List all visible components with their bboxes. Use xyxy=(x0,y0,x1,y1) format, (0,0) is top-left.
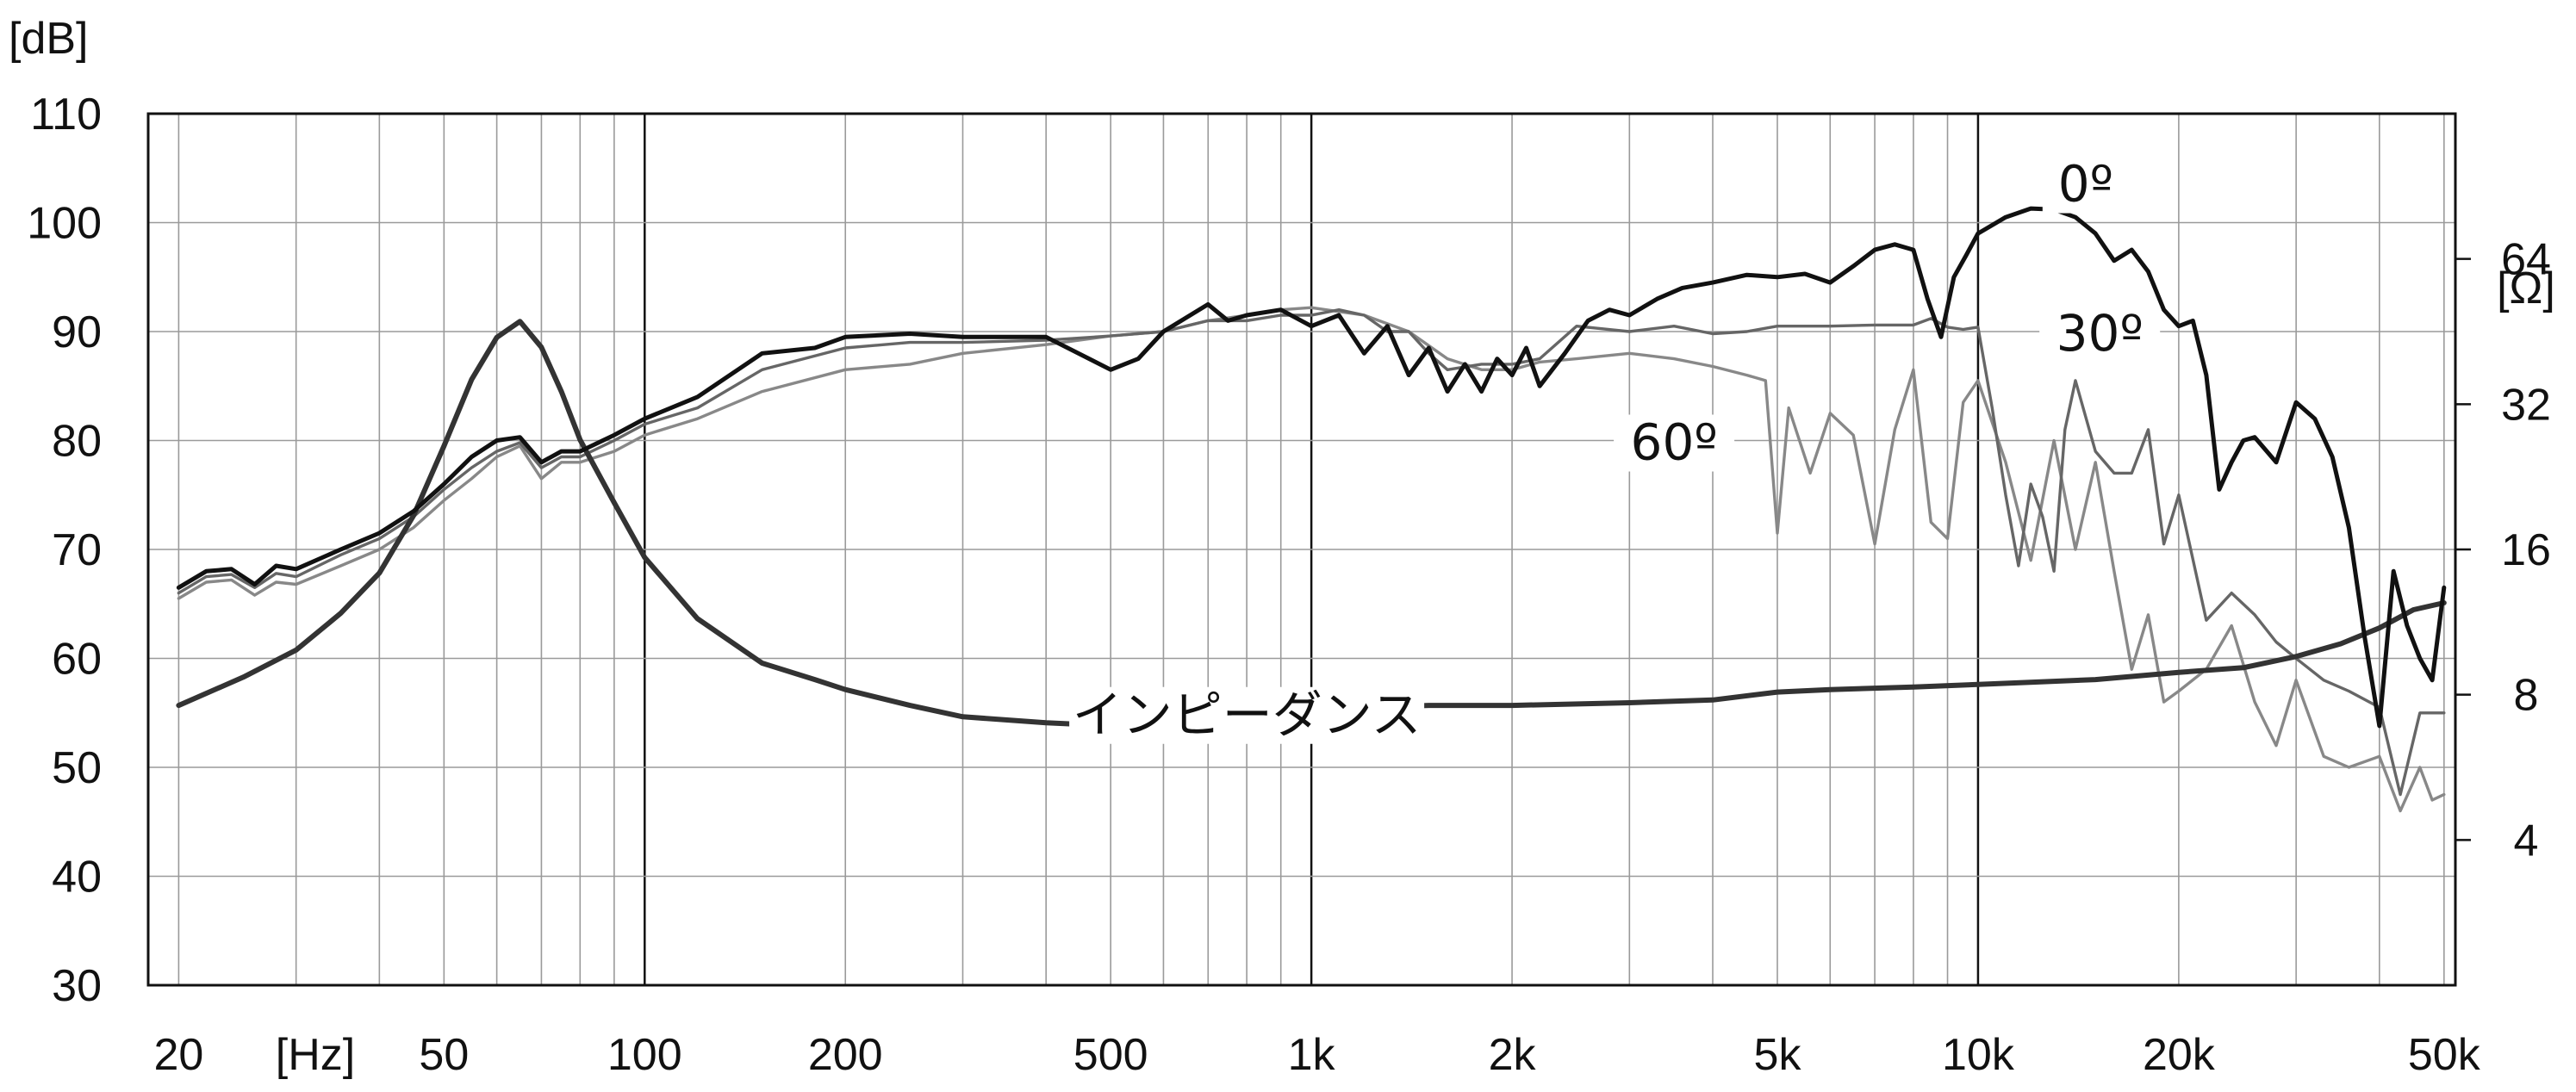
series-line xyxy=(176,206,2447,729)
x-tick-label: 100 xyxy=(607,1030,682,1080)
y-right-tick-label: 4 xyxy=(2514,816,2539,866)
x-tick-label: 2k xyxy=(1489,1030,1537,1080)
y-left-tick-label: 70 xyxy=(52,525,102,575)
x-tick-label: 20k xyxy=(2143,1030,2216,1080)
annotation-label: 0º xyxy=(2058,155,2113,214)
y-left-tick-label: 100 xyxy=(27,199,102,249)
annotation-background xyxy=(2039,306,2161,363)
y-right-unit-label: [Ω] xyxy=(2497,264,2555,313)
annotation-background xyxy=(1614,414,1735,472)
annotation-label: インピーダンス xyxy=(1073,686,1422,744)
x-tick-label: 1k xyxy=(1288,1030,1336,1080)
annotation-label: 30º xyxy=(2056,304,2144,363)
x-tick-label: 500 xyxy=(1073,1030,1148,1080)
x-tick-label: 200 xyxy=(808,1030,883,1080)
y-left-tick-label: 30 xyxy=(52,961,102,1011)
x-tick-label: 10k xyxy=(1942,1030,2015,1080)
x-tick-label: 50 xyxy=(419,1030,469,1080)
y-left-tick-label: 40 xyxy=(52,853,102,903)
annotation-background xyxy=(1069,686,1425,744)
x-unit-label: [Hz] xyxy=(276,1030,355,1080)
y-left-tick-label: 60 xyxy=(52,635,102,685)
tick-labels: 30 40 50 60 70 80 90 100 110 4 8 16 32 64 20 50 100 200 50… xyxy=(27,90,2551,1080)
x-tick-label: 50k xyxy=(2408,1030,2481,1080)
y-right-tick-label: 64 xyxy=(2501,235,2551,285)
y-left-tick-label: 110 xyxy=(30,90,102,140)
series-annotations: 0º 30º 60º インピーダンス xyxy=(1069,155,2161,744)
annotation-background xyxy=(2042,156,2129,214)
x-tick-label: 20 xyxy=(153,1030,203,1080)
y-left-tick-label: 90 xyxy=(52,307,102,357)
x-tick-label: 5k xyxy=(1754,1030,1802,1080)
y-right-tick-label: 8 xyxy=(2514,671,2539,721)
annotation-label: 60º xyxy=(1631,413,1718,472)
series-line xyxy=(177,308,2446,797)
y-right-tick-label: 16 xyxy=(2501,525,2551,575)
y-left-unit-label: [dB] xyxy=(9,14,89,64)
series-line xyxy=(177,306,2446,813)
y-left-tick-label: 80 xyxy=(52,417,102,467)
y-left-tick-label: 50 xyxy=(52,743,102,793)
y-right-tick-label: 32 xyxy=(2501,380,2551,430)
